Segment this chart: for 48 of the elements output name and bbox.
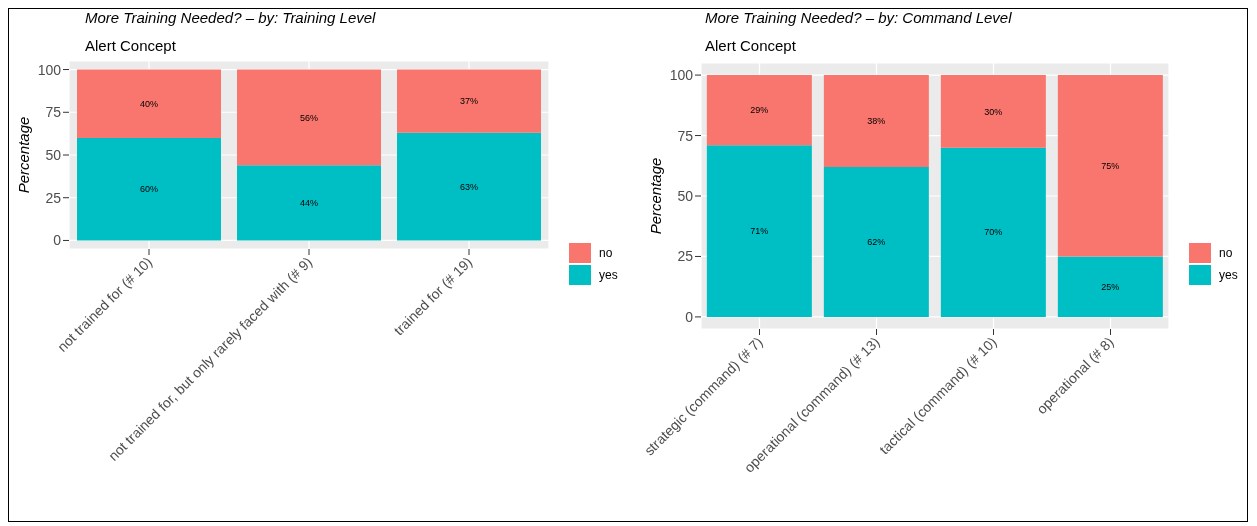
bar xyxy=(940,147,1046,317)
data-label: 25% xyxy=(1101,281,1120,292)
data-label: 30% xyxy=(984,106,1003,117)
data-label: 60% xyxy=(139,184,159,195)
y-axis-title: Percentage xyxy=(15,116,33,194)
data-label: 40% xyxy=(139,98,159,109)
bar xyxy=(1057,256,1163,317)
data-label: 71% xyxy=(750,226,769,237)
y-tick-label: 50 xyxy=(677,187,694,204)
legend-label: yes xyxy=(1219,268,1238,282)
y-tick-label: 0 xyxy=(53,232,62,249)
bar xyxy=(1057,75,1163,257)
legend-label: no xyxy=(1219,246,1233,260)
data-label: 38% xyxy=(867,116,886,127)
legend-label: no xyxy=(599,246,613,260)
data-label: 44% xyxy=(299,198,319,209)
bar xyxy=(823,75,929,167)
y-tick-label: 0 xyxy=(685,308,694,325)
bar xyxy=(77,137,221,241)
bar xyxy=(237,165,381,241)
bar xyxy=(940,75,1046,148)
data-label: 62% xyxy=(867,237,886,248)
bar xyxy=(823,166,929,317)
y-tick-label: 100 xyxy=(669,67,694,84)
legend-label: yes xyxy=(599,268,618,282)
chart-subtitle: Alert Concept xyxy=(705,37,796,54)
data-label: 29% xyxy=(750,105,769,116)
data-label: 75% xyxy=(1101,160,1120,171)
bar xyxy=(77,69,221,138)
data-label: 70% xyxy=(984,227,1003,238)
y-tick-label: 100 xyxy=(37,61,62,78)
bar xyxy=(397,132,541,241)
data-label: 63% xyxy=(459,181,479,192)
data-label: 37% xyxy=(459,96,479,107)
y-tick-label: 50 xyxy=(45,146,62,163)
bar xyxy=(706,145,812,317)
y-tick-label: 25 xyxy=(45,189,62,206)
data-label: 56% xyxy=(299,112,319,123)
bar xyxy=(237,69,381,166)
chart-subtitle: Alert Concept xyxy=(85,37,176,54)
y-tick-label: 75 xyxy=(45,104,62,121)
y-tick-label: 25 xyxy=(677,248,694,265)
chart-title: More Training Needed? – by: Command Level xyxy=(705,9,1012,26)
y-tick-label: 75 xyxy=(677,127,694,144)
bar xyxy=(706,75,812,146)
y-axis-title: Percentage xyxy=(647,157,665,235)
bar xyxy=(397,69,541,133)
chart-title: More Training Needed? – by: Training Level xyxy=(85,9,376,26)
